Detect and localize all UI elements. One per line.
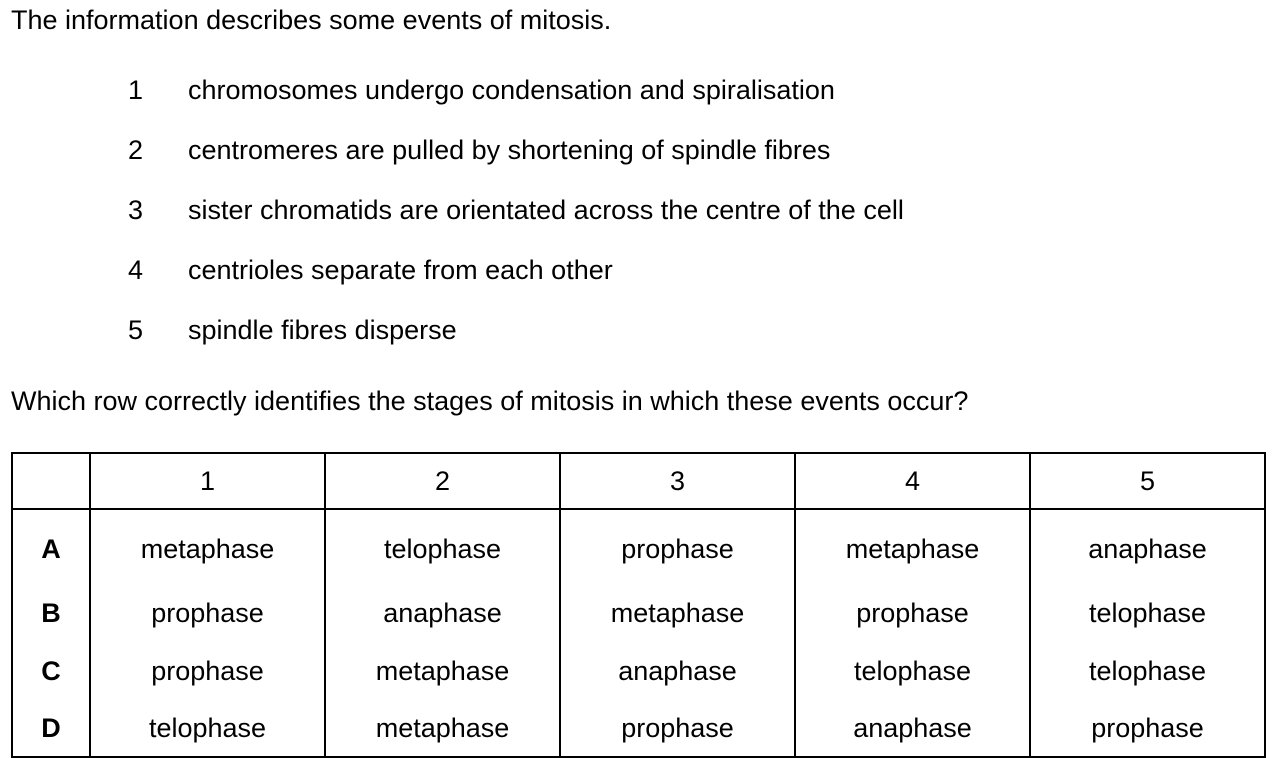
row-label: A bbox=[11, 509, 91, 584]
table-corner-cell bbox=[11, 452, 91, 510]
event-number: 2 bbox=[128, 135, 144, 165]
row-label: B bbox=[11, 584, 91, 642]
question-text: Which row correctly identifies the stage… bbox=[11, 386, 969, 416]
row-label: C bbox=[11, 642, 91, 700]
table-cell: telophase bbox=[1029, 584, 1266, 642]
event-text: sister chromatids are orientated across … bbox=[188, 195, 904, 225]
table-cell: telophase bbox=[794, 642, 1031, 700]
event-number: 3 bbox=[128, 195, 144, 225]
event-text: centrioles separate from each other bbox=[188, 255, 613, 285]
table-cell: prophase bbox=[1029, 700, 1266, 758]
table-header-row: 1 2 3 4 5 bbox=[11, 452, 1266, 510]
table-cell: metaphase bbox=[89, 509, 326, 584]
table-cell: metaphase bbox=[324, 700, 561, 758]
row-label: D bbox=[11, 700, 91, 758]
column-header: 5 bbox=[1029, 452, 1266, 510]
table-cell: anaphase bbox=[1029, 509, 1266, 584]
table-cell: anaphase bbox=[559, 642, 796, 700]
table-cell: metaphase bbox=[794, 509, 1031, 584]
table-cell: prophase bbox=[89, 642, 326, 700]
table-row: D telophase metaphase prophase anaphase … bbox=[11, 700, 1266, 758]
table-row: A metaphase telophase prophase metaphase… bbox=[11, 509, 1266, 584]
column-header: 2 bbox=[324, 452, 561, 510]
event-text: chromosomes undergo condensation and spi… bbox=[188, 75, 835, 105]
table-cell: prophase bbox=[559, 700, 796, 758]
event-number: 4 bbox=[128, 255, 144, 285]
table-cell: telophase bbox=[324, 509, 561, 584]
table-cell: anaphase bbox=[324, 584, 561, 642]
event-text: centromeres are pulled by shortening of … bbox=[188, 135, 831, 165]
event-number: 5 bbox=[128, 315, 144, 345]
table-cell: anaphase bbox=[794, 700, 1031, 758]
table-cell: metaphase bbox=[324, 642, 561, 700]
column-header: 4 bbox=[794, 452, 1031, 510]
event-text: spindle fibres disperse bbox=[188, 315, 457, 345]
event-number: 1 bbox=[128, 75, 144, 105]
table-row: B prophase anaphase metaphase prophase t… bbox=[11, 584, 1266, 642]
table-cell: prophase bbox=[794, 584, 1031, 642]
table-cell: telophase bbox=[89, 700, 326, 758]
answer-table: 1 2 3 4 5 A metaphase telophase prophase… bbox=[11, 452, 1266, 758]
intro-text: The information describes some events of… bbox=[11, 5, 612, 35]
table-row: C prophase metaphase anaphase telophase … bbox=[11, 642, 1266, 700]
table-cell: telophase bbox=[1029, 642, 1266, 700]
column-header: 1 bbox=[89, 452, 326, 510]
column-header: 3 bbox=[559, 452, 796, 510]
table-cell: prophase bbox=[559, 509, 796, 584]
table-cell: metaphase bbox=[559, 584, 796, 642]
table-cell: prophase bbox=[89, 584, 326, 642]
